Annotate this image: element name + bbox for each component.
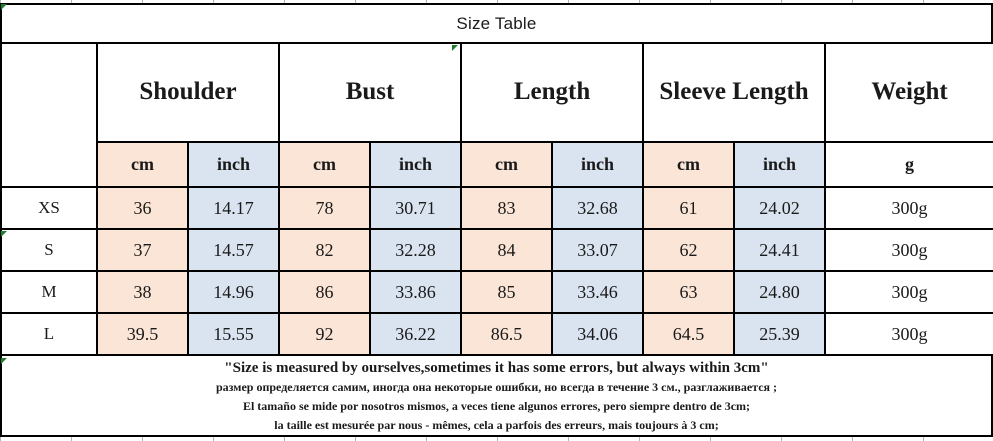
value-cell-bust-inch: 36.22 xyxy=(369,312,463,356)
value-cell-shoulder-cm: 37 xyxy=(96,228,189,272)
value-cell-weight: 300g xyxy=(824,270,993,314)
value-cell-weight: 300g xyxy=(824,186,993,230)
value-cell-shoulder-cm: 36 xyxy=(96,186,189,230)
value-cell-shoulder-inch: 15.55 xyxy=(186,312,281,356)
value-cell-length-inch: 32.68 xyxy=(551,186,645,230)
unit-header-length-inch: inch xyxy=(551,141,645,188)
note-line-english: "Size is measured by ourselves,sometimes… xyxy=(224,360,769,376)
value-cell-sleeve-inch: 25.39 xyxy=(733,312,827,356)
sheet-gridline-strip-top xyxy=(0,0,993,3)
column-group-header-row: Shoulder Bust Length Sleeve Length Weigh… xyxy=(0,42,993,188)
size-label-cell: M xyxy=(0,270,98,314)
note-line-spanish: El tamaño se mide por nosotros mismos, a… xyxy=(242,399,751,413)
value-cell-bust-cm: 78 xyxy=(278,186,372,230)
value-cell-length-inch: 34.06 xyxy=(551,312,645,356)
value-cell-shoulder-cm: 38 xyxy=(96,270,189,314)
unit-header-sleeve-cm: cm xyxy=(642,141,736,188)
unit-header-bust-cm: cm xyxy=(278,141,372,188)
size-row-xs: XS 36 14.17 78 30.71 83 32.68 61 24.02 3… xyxy=(0,186,993,230)
value-cell-length-cm: 85 xyxy=(460,270,554,314)
unit-header-shoulder-cm: cm xyxy=(96,141,189,188)
value-cell-shoulder-inch: 14.96 xyxy=(186,270,281,314)
corner-cell xyxy=(0,42,98,188)
value-cell-weight: 300g xyxy=(824,228,993,272)
value-cell-sleeve-inch: 24.02 xyxy=(733,186,827,230)
group-header-weight: Weight xyxy=(824,42,993,143)
group-header-sleeve-length: Sleeve Length xyxy=(642,42,827,143)
value-cell-bust-inch: 33.86 xyxy=(369,270,463,314)
value-cell-sleeve-inch: 24.80 xyxy=(733,270,827,314)
value-cell-sleeve-inch: 24.41 xyxy=(733,228,827,272)
value-cell-sleeve-cm: 61 xyxy=(642,186,736,230)
note-line-russian: размер определяется самим, иногда она не… xyxy=(215,380,778,394)
value-cell-length-inch: 33.07 xyxy=(551,228,645,272)
sheet-title: Size Table xyxy=(456,13,537,33)
unit-header-shoulder-inch: inch xyxy=(186,141,281,188)
value-cell-length-cm: 83 xyxy=(460,186,554,230)
value-cell-weight: 300g xyxy=(824,312,993,356)
unit-header-bust-inch: inch xyxy=(369,141,463,188)
sheet-gridline-strip-bottom xyxy=(0,437,993,441)
value-cell-sleeve-cm: 62 xyxy=(642,228,736,272)
value-cell-bust-cm: 86 xyxy=(278,270,372,314)
value-cell-sleeve-cm: 63 xyxy=(642,270,736,314)
comment-marker-icon xyxy=(1,358,7,364)
value-cell-length-cm: 86.5 xyxy=(460,312,554,356)
value-cell-bust-inch: 30.71 xyxy=(369,186,463,230)
note-line-french: la taille est mesurée par nous - mêmes, … xyxy=(274,418,719,432)
group-header-length: Length xyxy=(460,42,645,143)
value-cell-shoulder-inch: 14.17 xyxy=(186,186,281,230)
group-header-bust: Bust xyxy=(278,42,463,143)
comment-marker-icon xyxy=(452,45,458,51)
comment-marker-icon xyxy=(1,4,7,10)
value-cell-bust-cm: 92 xyxy=(278,312,372,356)
value-cell-shoulder-inch: 14.57 xyxy=(186,228,281,272)
size-label-cell: L xyxy=(0,312,98,356)
size-table: Shoulder Bust Length Sleeve Length Weigh… xyxy=(0,42,993,356)
size-label-cell: XS xyxy=(0,186,98,230)
value-cell-length-inch: 33.46 xyxy=(551,270,645,314)
value-cell-shoulder-cm: 39.5 xyxy=(96,312,189,356)
unit-header-weight-g: g xyxy=(824,141,993,188)
size-row-m: M 38 14.96 86 33.86 85 33.46 63 24.80 30… xyxy=(0,270,993,314)
units-header-row: cm inch cm inch cm inch cm inch g xyxy=(1,141,993,188)
value-cell-length-cm: 84 xyxy=(460,228,554,272)
sheet-title-cell: Size Table xyxy=(0,3,993,44)
value-cell-bust-cm: 82 xyxy=(278,228,372,272)
measurement-notes-cell: "Size is measured by ourselves,sometimes… xyxy=(0,356,993,437)
size-row-s: S 37 14.57 82 32.28 84 33.07 62 24.41 30… xyxy=(0,228,993,272)
unit-header-sleeve-inch: inch xyxy=(733,141,827,188)
value-cell-sleeve-cm: 64.5 xyxy=(642,312,736,356)
comment-marker-icon xyxy=(1,231,7,237)
group-header-shoulder: Shoulder xyxy=(95,42,281,143)
size-label-cell: S xyxy=(0,228,98,272)
size-row-l: L 39.5 15.55 92 36.22 86.5 34.06 64.5 25… xyxy=(0,312,993,356)
value-cell-bust-inch: 32.28 xyxy=(369,228,463,272)
unit-header-length-cm: cm xyxy=(460,141,554,188)
